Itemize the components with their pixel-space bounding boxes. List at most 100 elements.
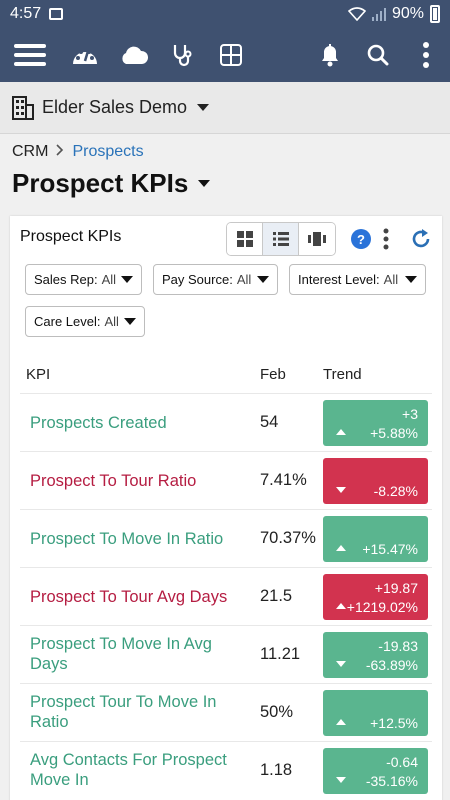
filter-interest-level[interactable]: Interest Level: All bbox=[289, 264, 426, 295]
trend-percent: +12.5% bbox=[370, 715, 418, 731]
filter-value: All bbox=[236, 272, 252, 287]
signal-icon bbox=[371, 8, 386, 21]
image-notification-icon bbox=[49, 8, 64, 20]
status-time: 4:57 bbox=[10, 5, 42, 22]
building-name: Elder Sales Demo bbox=[42, 97, 188, 117]
kpi-name: Prospect To Tour Ratio bbox=[30, 472, 197, 490]
trend-percent: +15.47% bbox=[362, 541, 418, 557]
chevron-down-icon bbox=[124, 318, 136, 325]
trend-badge: +15.47% bbox=[323, 516, 428, 562]
kpi-name: Prospects Created bbox=[30, 414, 167, 432]
chevron-down-icon bbox=[405, 276, 417, 283]
header-kpi: KPI bbox=[26, 366, 51, 383]
table-row[interactable]: Prospect Tour To Move In Ratio 50% +12.5… bbox=[20, 683, 432, 741]
filter-care-level[interactable]: Care Level: All bbox=[25, 306, 145, 337]
stethoscope-icon[interactable] bbox=[166, 38, 200, 72]
help-icon[interactable]: ? bbox=[351, 229, 371, 249]
chevron-down-icon bbox=[198, 180, 211, 187]
kpi-value: 54 bbox=[260, 413, 279, 431]
arrow-down-icon bbox=[336, 777, 346, 783]
filter-sales-rep[interactable]: Sales Rep: All bbox=[25, 264, 142, 295]
chevron-right-icon bbox=[56, 143, 64, 161]
filter-label: Care Level: bbox=[34, 314, 101, 329]
trend-percent: -63.89% bbox=[365, 657, 418, 673]
kpi-value: 11.21 bbox=[260, 645, 301, 663]
filter-label: Interest Level: bbox=[298, 272, 380, 287]
kpi-name: Prospect To Tour Avg Days bbox=[30, 588, 228, 606]
battery-percent: 90% bbox=[391, 5, 424, 22]
card-more-icon[interactable] bbox=[382, 228, 390, 250]
trend-badge: +12.5% bbox=[323, 690, 428, 736]
table-row[interactable]: Prospect To Tour Avg Days 21.5 +19.87 +1… bbox=[20, 567, 432, 625]
kpi-value: 1.18 bbox=[260, 761, 293, 779]
wifi-icon bbox=[347, 7, 366, 21]
breadcrumb-current[interactable]: Prospects bbox=[72, 143, 144, 160]
grid-view-button[interactable] bbox=[227, 223, 263, 255]
table-row[interactable]: Avg Contacts For Prospect Move In 1.18 -… bbox=[20, 741, 432, 799]
view-toggle bbox=[226, 222, 336, 256]
trend-badge: -8.28% bbox=[323, 458, 428, 504]
trend-percent: +5.88% bbox=[370, 425, 418, 441]
kpi-value: 7.41% bbox=[260, 471, 307, 489]
page-title-dropdown[interactable]: Prospect KPIs bbox=[12, 168, 211, 199]
search-icon[interactable] bbox=[361, 38, 395, 72]
arrow-up-icon bbox=[336, 719, 346, 725]
kpi-value: 50% bbox=[260, 703, 294, 721]
carousel-view-icon bbox=[308, 232, 326, 246]
chevron-down-icon bbox=[257, 276, 269, 283]
status-bar: 4:57 90% bbox=[0, 0, 450, 28]
filter-label: Pay Source: bbox=[162, 272, 233, 287]
trend-badge: -19.83 -63.89% bbox=[323, 632, 428, 678]
kpi-value: 21.5 bbox=[260, 587, 293, 605]
kpi-name: Avg Contacts For Prospect Move In bbox=[30, 751, 227, 789]
more-vert-icon[interactable] bbox=[409, 38, 443, 72]
arrow-up-icon bbox=[336, 603, 346, 609]
trend-delta: +3 bbox=[402, 406, 418, 422]
filter-value: All bbox=[101, 272, 117, 287]
menu-icon[interactable] bbox=[13, 38, 47, 72]
breadcrumb-root[interactable]: CRM bbox=[12, 143, 49, 160]
refresh-icon[interactable] bbox=[410, 228, 432, 250]
trend-badge: +19.87 +1219.02% bbox=[323, 574, 428, 620]
kpi-name: Prospect To Move In Avg Days bbox=[30, 635, 212, 673]
table-row[interactable]: Prospect To Move In Ratio 70.37% +15.47% bbox=[20, 509, 432, 567]
chevron-down-icon bbox=[121, 276, 133, 283]
trend-delta: -19.83 bbox=[378, 638, 418, 654]
arrow-up-icon bbox=[336, 429, 346, 435]
trend-badge: -0.64 -35.16% bbox=[323, 748, 428, 794]
filter-value: All bbox=[383, 272, 399, 287]
kpi-name: Prospect Tour To Move In Ratio bbox=[30, 693, 217, 731]
kpi-name: Prospect To Move In Ratio bbox=[30, 530, 224, 548]
trend-percent: +1219.02% bbox=[346, 599, 418, 615]
list-view-button[interactable] bbox=[263, 223, 299, 255]
building-selector[interactable]: Elder Sales Demo bbox=[0, 82, 450, 134]
trend-percent: -8.28% bbox=[373, 483, 418, 499]
table-row[interactable]: Prospect To Tour Ratio 7.41% -8.28% bbox=[20, 451, 432, 509]
arrow-down-icon bbox=[336, 661, 346, 667]
table-row[interactable]: Prospects Created 54 +3 +5.88% bbox=[20, 393, 432, 451]
page-title: Prospect KPIs bbox=[12, 168, 189, 198]
carousel-view-button[interactable] bbox=[299, 223, 335, 255]
table-row[interactable]: Prospect To Move In Avg Days 11.21 -19.8… bbox=[20, 625, 432, 683]
dashboard-icon[interactable] bbox=[68, 38, 102, 72]
trend-delta: -0.64 bbox=[386, 754, 418, 770]
grid-view-icon bbox=[236, 231, 253, 247]
breadcrumb: CRM Prospects bbox=[12, 143, 144, 161]
list-view-icon bbox=[272, 232, 289, 246]
card-title: Prospect KPIs bbox=[20, 228, 122, 245]
trend-badge: +3 +5.88% bbox=[323, 400, 428, 446]
bell-icon[interactable] bbox=[313, 38, 347, 72]
battery-icon bbox=[430, 5, 440, 23]
building-icon bbox=[12, 95, 34, 120]
trend-delta: +19.87 bbox=[374, 580, 418, 596]
arrow-down-icon bbox=[336, 487, 346, 493]
kpi-value: 70.37% bbox=[260, 529, 316, 547]
filter-label: Sales Rep: bbox=[34, 272, 98, 287]
filter-pay-source[interactable]: Pay Source: All bbox=[153, 264, 278, 295]
grid-icon[interactable] bbox=[214, 38, 248, 72]
arrow-up-icon bbox=[336, 545, 346, 551]
header-trend: Trend bbox=[323, 366, 362, 383]
cloud-icon[interactable] bbox=[117, 38, 151, 72]
header-month: Feb bbox=[260, 366, 286, 383]
kpi-card: Prospect KPIs ? Sales Rep: All Pay Sourc… bbox=[10, 216, 442, 800]
